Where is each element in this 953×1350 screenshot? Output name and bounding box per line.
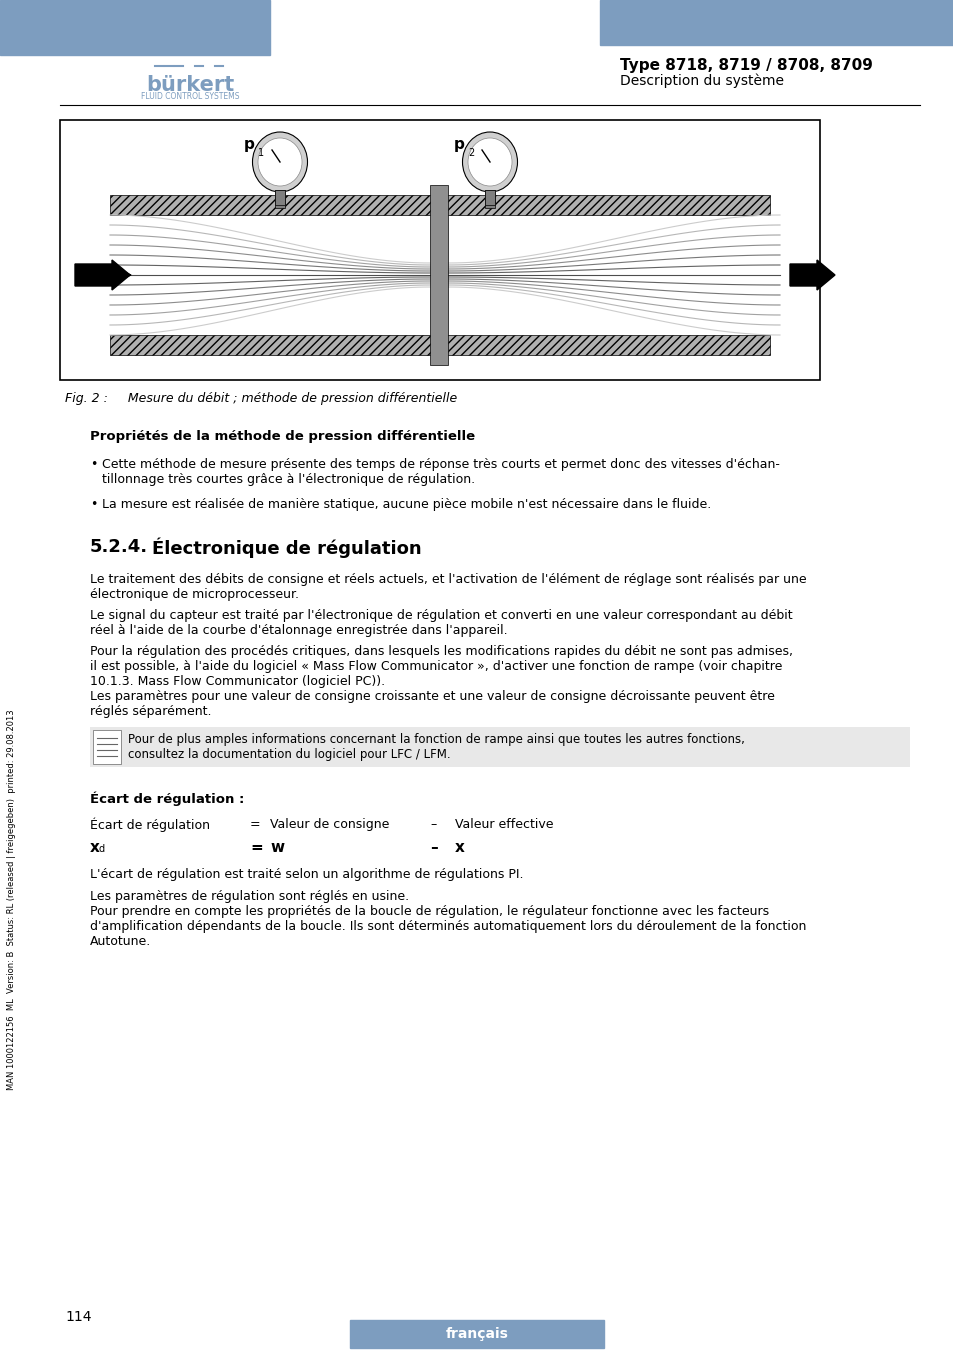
Text: MAN 1000122156  ML  Version: B  Status: RL (released | freigegeben)  printed: 29: MAN 1000122156 ML Version: B Status: RL … (8, 710, 16, 1091)
Text: Les paramètres de régulation sont réglés en usine.
Pour prendre en compte les pr: Les paramètres de régulation sont réglés… (90, 890, 805, 948)
Text: Le traitement des débits de consigne et réels actuels, et l'activation de l'élém: Le traitement des débits de consigne et … (90, 572, 806, 601)
Ellipse shape (462, 132, 517, 192)
Text: •: • (90, 458, 97, 471)
Bar (274, 190, 285, 205)
Text: •: • (90, 498, 97, 512)
Text: d: d (99, 844, 105, 855)
Bar (90, 728, 909, 767)
Text: –: – (430, 840, 437, 855)
Bar (0, 0, 270, 55)
Bar (110, 194, 769, 215)
Text: Description du système: Description du système (619, 74, 783, 89)
Text: Pour la régulation des procédés critiques, dans lesquels les modifications rapid: Pour la régulation des procédés critique… (90, 645, 792, 718)
Text: p: p (454, 136, 464, 153)
Text: x: x (455, 840, 464, 855)
Text: Écart de régulation: Écart de régulation (90, 818, 210, 833)
Text: =: = (250, 840, 262, 855)
Ellipse shape (257, 138, 302, 186)
Bar (110, 335, 769, 355)
Text: La mesure est réalisée de manière statique, aucune pièce mobile n'est nécessaire: La mesure est réalisée de manière statiq… (102, 498, 711, 512)
Text: français: français (445, 1327, 508, 1341)
Bar (60, 120, 820, 379)
Text: –: – (430, 818, 436, 832)
Text: Électronique de régulation: Électronique de régulation (152, 539, 421, 559)
Text: Cette méthode de mesure présente des temps de réponse très courts et permet donc: Cette méthode de mesure présente des tem… (102, 458, 779, 486)
Bar (484, 190, 495, 208)
FancyArrow shape (789, 261, 834, 290)
Ellipse shape (253, 132, 307, 192)
Bar (430, 185, 448, 364)
Ellipse shape (468, 138, 512, 186)
Text: =: = (250, 818, 260, 832)
Text: 5.2.4.: 5.2.4. (90, 539, 148, 556)
FancyArrow shape (75, 261, 130, 290)
Text: Propriétés de la méthode de pression différentielle: Propriétés de la méthode de pression dif… (90, 431, 475, 443)
Text: Type 8718, 8719 / 8708, 8709: Type 8718, 8719 / 8708, 8709 (619, 58, 872, 73)
Text: x: x (90, 840, 100, 855)
Text: Pour de plus amples informations concernant la fonction de rampe ainsi que toute: Pour de plus amples informations concern… (128, 733, 744, 761)
Bar (350, 1320, 603, 1349)
Bar (92, 730, 121, 764)
Text: Le signal du capteur est traité par l'électronique de régulation et converti en : Le signal du capteur est traité par l'él… (90, 609, 792, 637)
Text: Écart de régulation :: Écart de régulation : (90, 792, 244, 806)
Text: Valeur de consigne: Valeur de consigne (270, 818, 389, 832)
Text: 1: 1 (257, 148, 264, 158)
Text: L'écart de régulation est traité selon un algorithme de régulations PI.: L'écart de régulation est traité selon u… (90, 868, 523, 882)
Bar (599, 0, 953, 45)
Text: FLUID CONTROL SYSTEMS: FLUID CONTROL SYSTEMS (141, 92, 239, 101)
Text: bürkert: bürkert (146, 76, 233, 95)
Text: w: w (270, 840, 284, 855)
Text: 114: 114 (65, 1310, 91, 1324)
Bar (484, 190, 495, 205)
Text: Fig. 2 :     Mesure du débit ; méthode de pression différentielle: Fig. 2 : Mesure du débit ; méthode de pr… (65, 392, 456, 405)
Bar (274, 190, 285, 208)
Text: p: p (244, 136, 254, 153)
Text: Valeur effective: Valeur effective (455, 818, 553, 832)
Text: 2: 2 (468, 148, 474, 158)
